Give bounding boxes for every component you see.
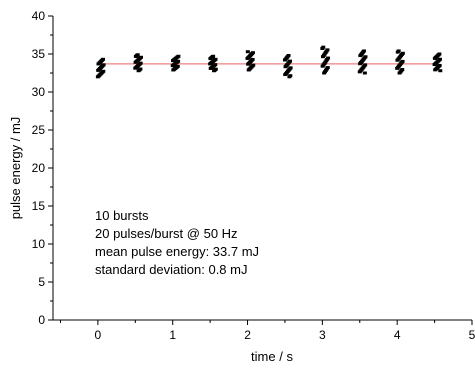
data-point xyxy=(251,63,256,67)
data-point xyxy=(361,49,366,53)
data-point xyxy=(437,63,442,67)
data-point xyxy=(213,57,218,61)
data-point xyxy=(437,57,442,61)
annotation-line-4: standard deviation: 0.8 mJ xyxy=(95,262,247,277)
y-tick-label: 5 xyxy=(38,275,45,289)
data-point xyxy=(176,59,181,63)
x-tick-label: 4 xyxy=(394,328,401,342)
y-tick-label: 15 xyxy=(32,199,46,213)
data-point xyxy=(400,59,405,63)
data-point xyxy=(326,56,331,60)
data-point xyxy=(400,51,405,55)
data-point xyxy=(288,66,293,70)
data-point xyxy=(363,63,368,67)
axes: 0 5 10 15 20 25 30 35 40 0 1 2 3 4 5 xyxy=(32,9,475,342)
data-point xyxy=(288,59,293,63)
annotation-block: 10 bursts 20 pulses/burst @ 50 Hz mean p… xyxy=(95,208,259,277)
data-points xyxy=(95,45,443,79)
data-point xyxy=(138,67,143,71)
y-axis-title: pulse energy / mJ xyxy=(8,117,23,220)
x-tick-label: 0 xyxy=(95,328,102,342)
x-tick-label: 2 xyxy=(244,328,251,342)
data-point xyxy=(437,52,442,56)
x-tick-label: 1 xyxy=(169,328,176,342)
data-point xyxy=(400,68,405,72)
data-point xyxy=(438,69,443,73)
y-tick-label: 40 xyxy=(32,9,46,23)
data-point xyxy=(250,51,255,55)
data-point xyxy=(250,57,255,61)
data-point xyxy=(325,48,330,52)
data-point xyxy=(362,71,367,75)
data-point xyxy=(396,49,401,53)
data-point xyxy=(175,64,180,68)
data-point xyxy=(245,50,250,54)
data-point xyxy=(288,74,293,78)
y-tick-label: 20 xyxy=(32,161,46,175)
data-point xyxy=(325,66,330,70)
data-point xyxy=(286,54,291,58)
y-tick-label: 0 xyxy=(38,313,45,327)
data-point xyxy=(213,63,218,67)
data-point xyxy=(138,55,143,59)
data-point xyxy=(213,67,218,71)
y-tick-label: 35 xyxy=(32,47,46,61)
data-point xyxy=(101,63,106,67)
annotation-line-2: 20 pulses/burst @ 50 Hz xyxy=(95,226,238,241)
x-tick-label: 5 xyxy=(469,328,475,342)
x-axis-title: time / s xyxy=(251,349,293,364)
data-point xyxy=(176,54,181,58)
data-point xyxy=(101,69,106,73)
data-point xyxy=(211,54,216,58)
y-tick-label: 10 xyxy=(32,237,46,251)
annotation-line-1: 10 bursts xyxy=(95,208,149,223)
data-point xyxy=(363,55,368,59)
data-point xyxy=(138,61,143,65)
annotation-line-3: mean pulse energy: 33.7 mJ xyxy=(95,244,259,259)
data-point xyxy=(135,53,140,57)
y-tick-label: 30 xyxy=(32,85,46,99)
data-point xyxy=(321,45,326,49)
data-point xyxy=(100,57,105,61)
x-tick-label: 3 xyxy=(319,328,326,342)
y-tick-label: 25 xyxy=(32,123,46,137)
